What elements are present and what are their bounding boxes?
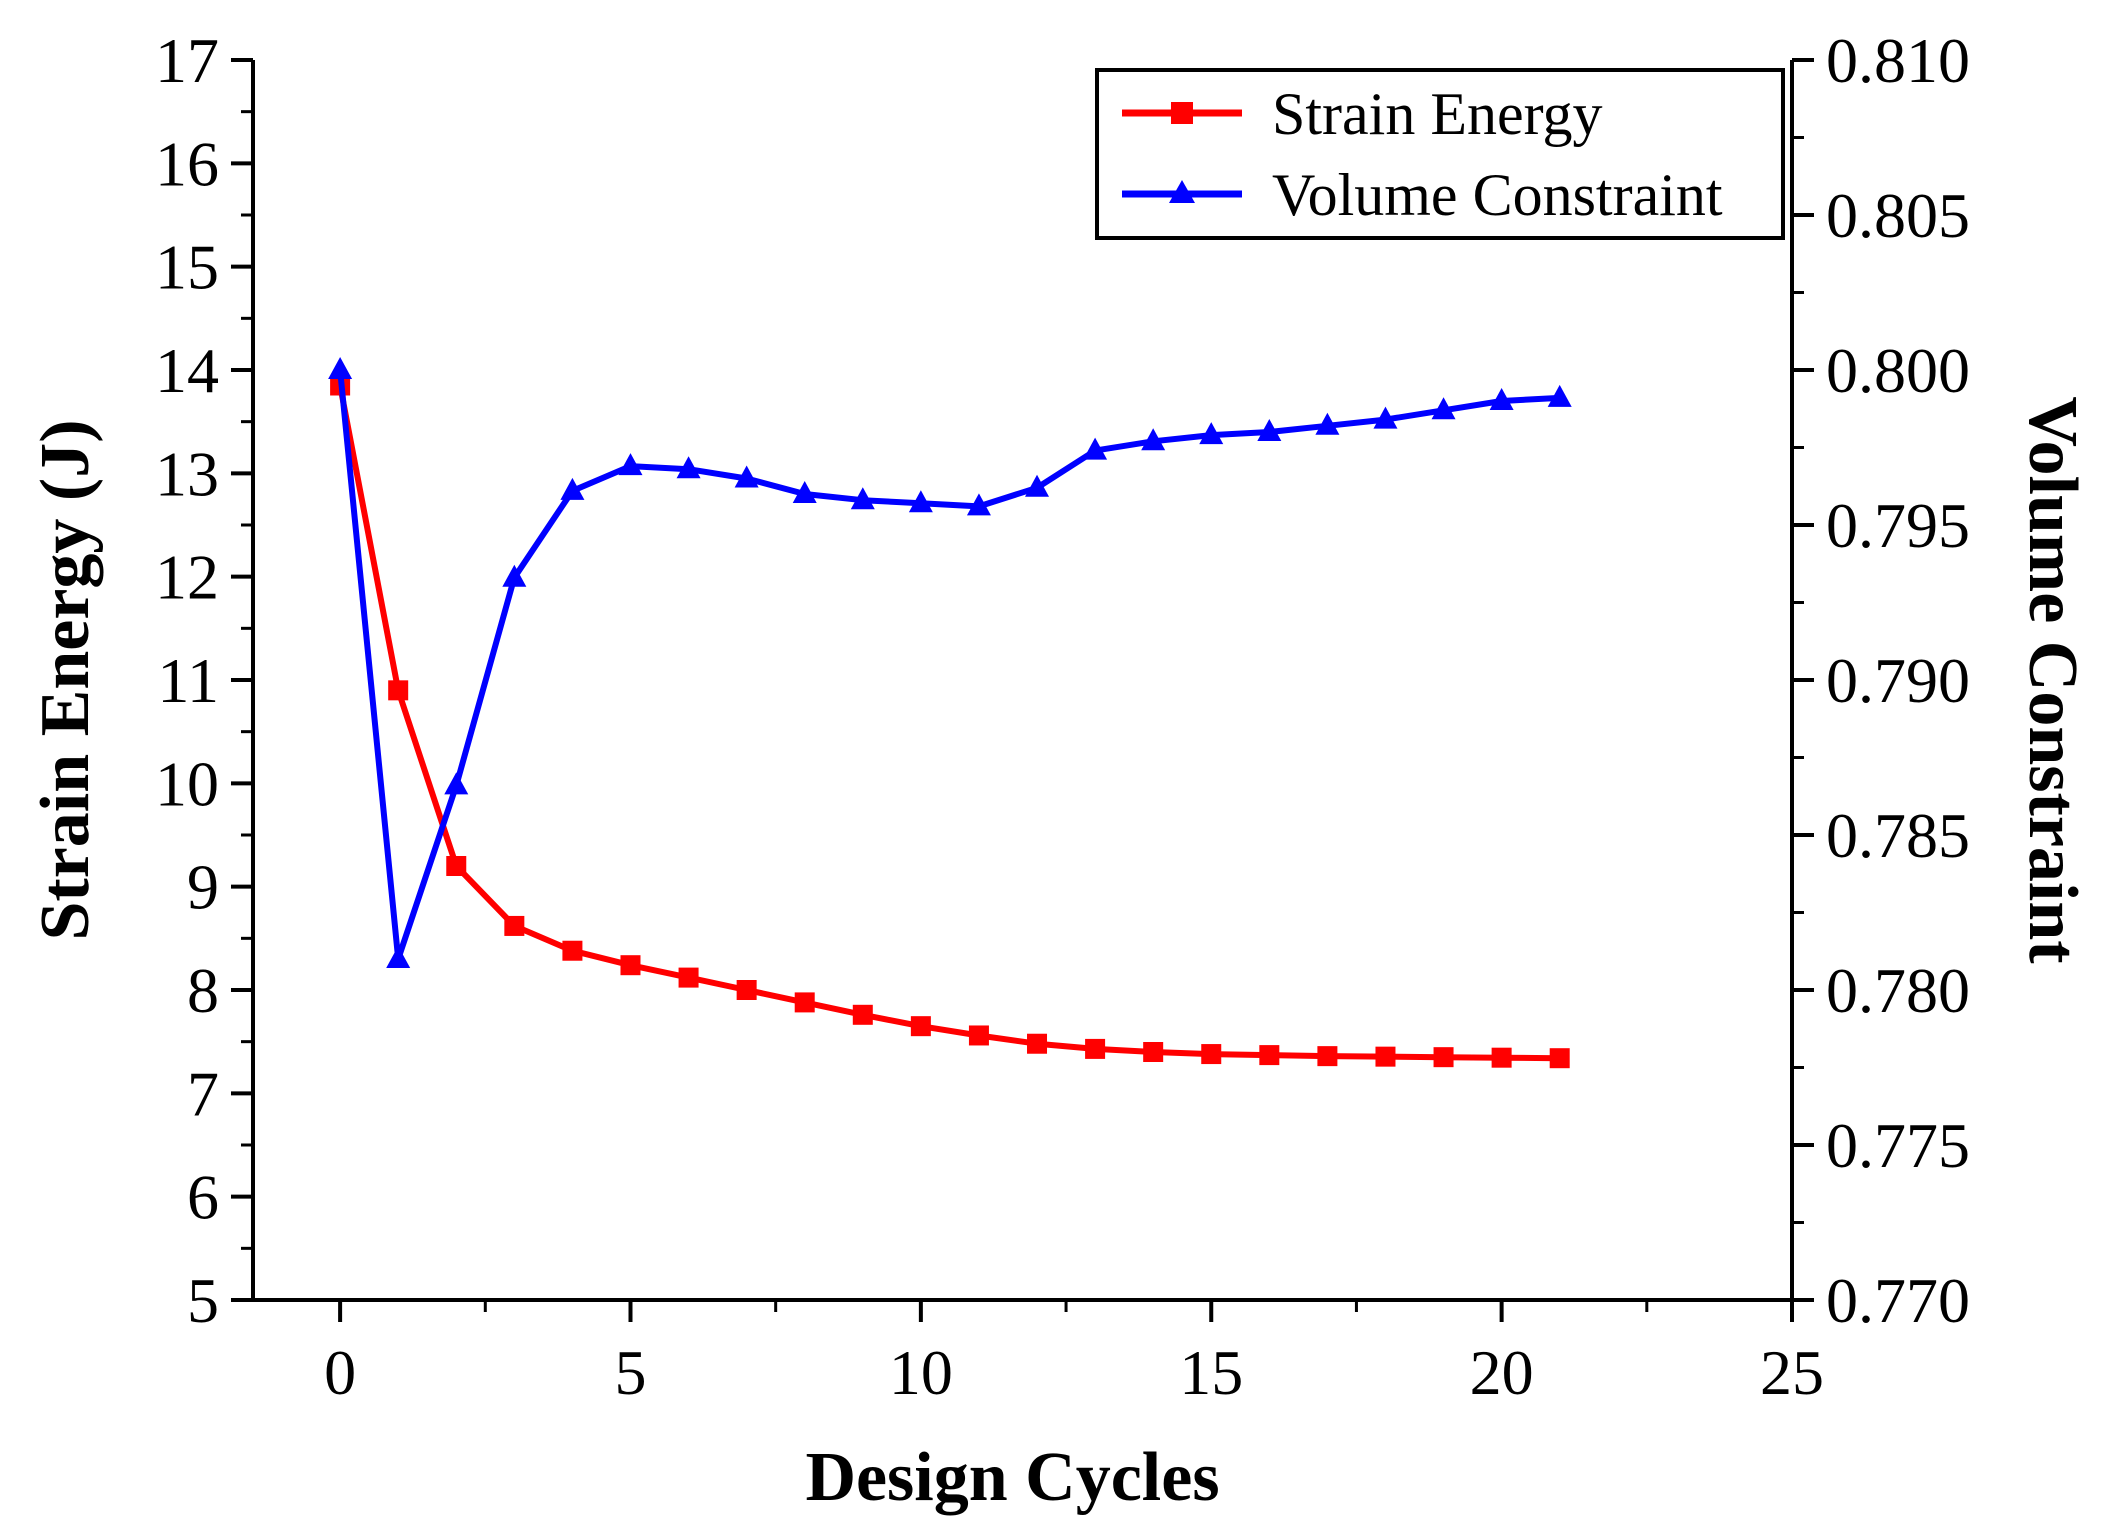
- x-tick-label-1: 5: [614, 1337, 646, 1408]
- point-1-11: [966, 493, 991, 516]
- point-0-11: [968, 1025, 989, 1046]
- x-tick-label-3: 15: [1179, 1337, 1243, 1408]
- legend-marker-volume-constraint: [1169, 180, 1195, 203]
- axes-layer: 5 6 7 8 9 10 11 12 13 14 15 16 17 0.770 0.775 0.780 0.78…: [27, 25, 2091, 1516]
- point-1-3: [502, 564, 527, 587]
- point-1-19: [1431, 397, 1456, 420]
- y-tick-label-9: 14: [155, 335, 219, 406]
- legend-marker-strain-energy: [1171, 102, 1193, 124]
- point-1-7: [734, 465, 759, 488]
- y-axis-title: Strain Energy (J): [27, 419, 104, 940]
- y-tick-label-3: 8: [187, 955, 219, 1026]
- y-tick-label-0: 5: [187, 1265, 219, 1336]
- point-0-7: [736, 980, 757, 1000]
- y-tick-label-6: 11: [157, 645, 219, 716]
- point-1-16: [1257, 419, 1282, 441]
- y-tick-label-2: 7: [187, 1058, 219, 1129]
- point-1-13: [1083, 437, 1108, 460]
- point-0-8: [794, 992, 815, 1013]
- point-0-9: [852, 1004, 873, 1025]
- point-1-6: [676, 456, 701, 479]
- point-0-4: [562, 940, 583, 961]
- y2-tick-label-0: 0.770: [1826, 1265, 1970, 1336]
- point-0-17: [1317, 1046, 1338, 1067]
- y2-tick-label-8: 0.810: [1826, 25, 1970, 96]
- point-0-14: [1143, 1042, 1164, 1062]
- y2-tick-label-6: 0.800: [1826, 335, 1970, 406]
- point-1-0: [328, 357, 353, 379]
- y2-tick-label-7: 0.805: [1826, 180, 1970, 251]
- point-1-18: [1373, 406, 1398, 429]
- y2-tick-label-4: 0.790: [1826, 645, 1970, 716]
- point-0-6: [678, 967, 699, 988]
- y-tick-label-11: 16: [155, 128, 219, 199]
- point-0-16: [1259, 1045, 1280, 1066]
- legend: Strain Energy Volume Constraint: [1095, 68, 1785, 240]
- y-tick-label-5: 10: [155, 748, 219, 819]
- point-1-15: [1199, 422, 1224, 445]
- series-line-0: [337, 384, 1560, 1062]
- point-0-12: [1027, 1033, 1048, 1054]
- point-0-13: [1085, 1038, 1106, 1059]
- point-1-20: [1489, 388, 1514, 410]
- point-1-1: [386, 946, 411, 968]
- point-1-9: [850, 487, 875, 510]
- y-tick-label-1: 6: [187, 1162, 219, 1233]
- y-tick-label-4: 9: [187, 852, 219, 923]
- x-tick-label-2: 10: [889, 1337, 953, 1408]
- legend-box: [1095, 68, 1785, 240]
- y2-tick-label-1: 0.775: [1826, 1110, 1970, 1181]
- x-tick-label-5: 25: [1760, 1337, 1824, 1408]
- y2-tick-label-5: 0.795: [1826, 490, 1970, 561]
- point-1-17: [1315, 412, 1340, 435]
- point-1-2: [444, 772, 469, 795]
- y-tick-label-12: 17: [155, 25, 219, 96]
- point-1-14: [1141, 428, 1166, 451]
- legend-label-strain-energy: Strain Energy: [1272, 81, 1603, 147]
- series-layer: [328, 357, 1572, 1069]
- point-0-10: [910, 1016, 931, 1037]
- y2-tick-label-2: 0.780: [1826, 955, 1970, 1026]
- x-axis-title: Design Cycles: [805, 1439, 1219, 1516]
- y2-axis-title: Volume Constraint: [2014, 396, 2091, 963]
- point-0-2: [446, 856, 467, 876]
- point-0-21: [1549, 1048, 1570, 1069]
- point-1-4: [560, 477, 585, 500]
- point-0-18: [1375, 1046, 1396, 1067]
- point-1-5: [618, 453, 643, 476]
- y-tick-label-10: 15: [155, 232, 219, 303]
- point-0-20: [1491, 1047, 1512, 1068]
- y-tick-label-7: 12: [155, 542, 219, 613]
- y-tick-label-8: 13: [155, 438, 219, 509]
- point-1-10: [908, 490, 933, 513]
- point-1-21: [1547, 384, 1572, 407]
- point-1-8: [792, 481, 817, 503]
- point-0-19: [1433, 1047, 1454, 1068]
- series-line-1: [337, 369, 1560, 962]
- legend-label-volume-constraint: Volume Constraint: [1272, 162, 1723, 228]
- x-tick-label-0: 0: [324, 1337, 356, 1408]
- point-1-12: [1025, 474, 1050, 497]
- x-tick-label-4: 20: [1470, 1337, 1534, 1408]
- y2-tick-label-3: 0.785: [1826, 800, 1970, 871]
- point-0-5: [620, 955, 641, 976]
- point-0-1: [388, 680, 409, 701]
- point-0-3: [504, 915, 525, 936]
- point-0-15: [1201, 1044, 1222, 1065]
